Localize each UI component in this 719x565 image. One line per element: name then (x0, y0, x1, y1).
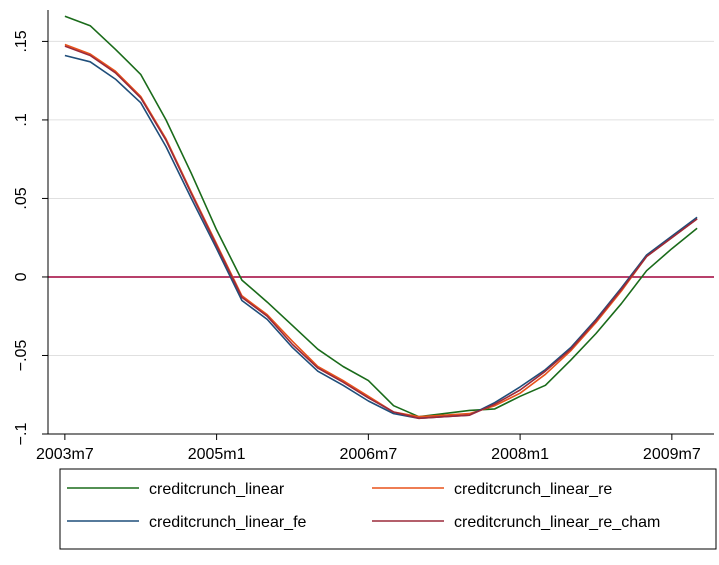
y-tick-label: .15 (13, 30, 30, 52)
axes: −.1 −.05 0 .05 .1 .15 2003m7 2005m1 2006m7 2008m1… (13, 10, 714, 463)
series-lines (64, 15, 698, 420)
x-tick-label: 2009m7 (643, 446, 701, 463)
y-tick-label: 0 (13, 272, 30, 281)
y-tick-label: −.05 (13, 340, 30, 372)
x-tick-label: 2003m7 (36, 446, 94, 463)
x-tick-label: 2008m1 (491, 446, 549, 463)
legend-label: creditcrunch_linear (149, 481, 285, 498)
legend: creditcrunch_linear creditcrunch_linear_r… (59, 468, 717, 550)
x-tick-label: 2006m7 (339, 446, 397, 463)
legend-label: creditcrunch_linear_fe (149, 514, 307, 531)
legend-label: creditcrunch_linear_re (454, 481, 612, 498)
series-line-creditcrunch_linear_fe (64, 54, 698, 420)
legend-item: creditcrunch_linear_fe (67, 514, 307, 531)
legend-item: creditcrunch_linear_re (372, 481, 612, 498)
legend-box (59, 468, 717, 550)
legend-label: creditcrunch_linear_re_cham (454, 514, 660, 531)
legend-item: creditcrunch_linear (67, 481, 285, 498)
y-tick-label: .05 (13, 187, 30, 209)
series-line-creditcrunch_linear_re_cham (64, 45, 698, 420)
y-tick-label: −.1 (13, 423, 30, 446)
x-tick-label: 2005m1 (188, 446, 246, 463)
y-tick-label: .1 (13, 113, 30, 126)
series-line-creditcrunch_linear (64, 15, 698, 418)
legend-item: creditcrunch_linear_re_cham (372, 514, 660, 531)
